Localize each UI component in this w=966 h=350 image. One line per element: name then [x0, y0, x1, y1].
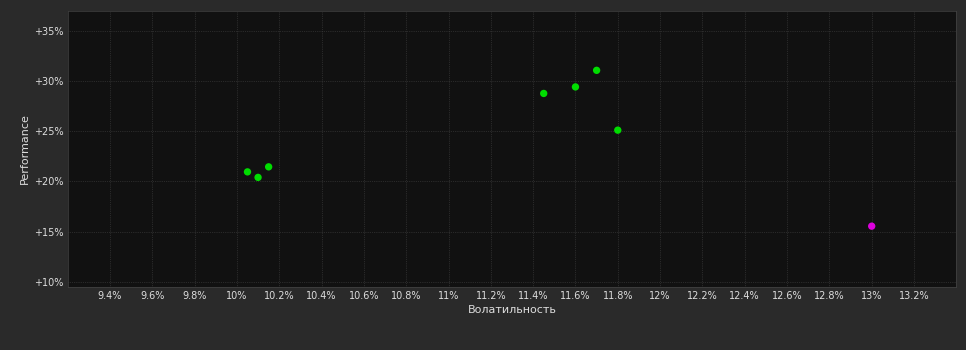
Point — [568, 84, 583, 90]
X-axis label: Волатильность: Волатильность — [468, 305, 556, 315]
Y-axis label: Performance: Performance — [19, 113, 30, 184]
Point — [864, 223, 879, 229]
Point — [261, 164, 276, 170]
Point — [240, 169, 255, 175]
Point — [589, 68, 605, 73]
Point — [536, 91, 552, 96]
Point — [611, 127, 626, 133]
Point — [250, 175, 266, 180]
